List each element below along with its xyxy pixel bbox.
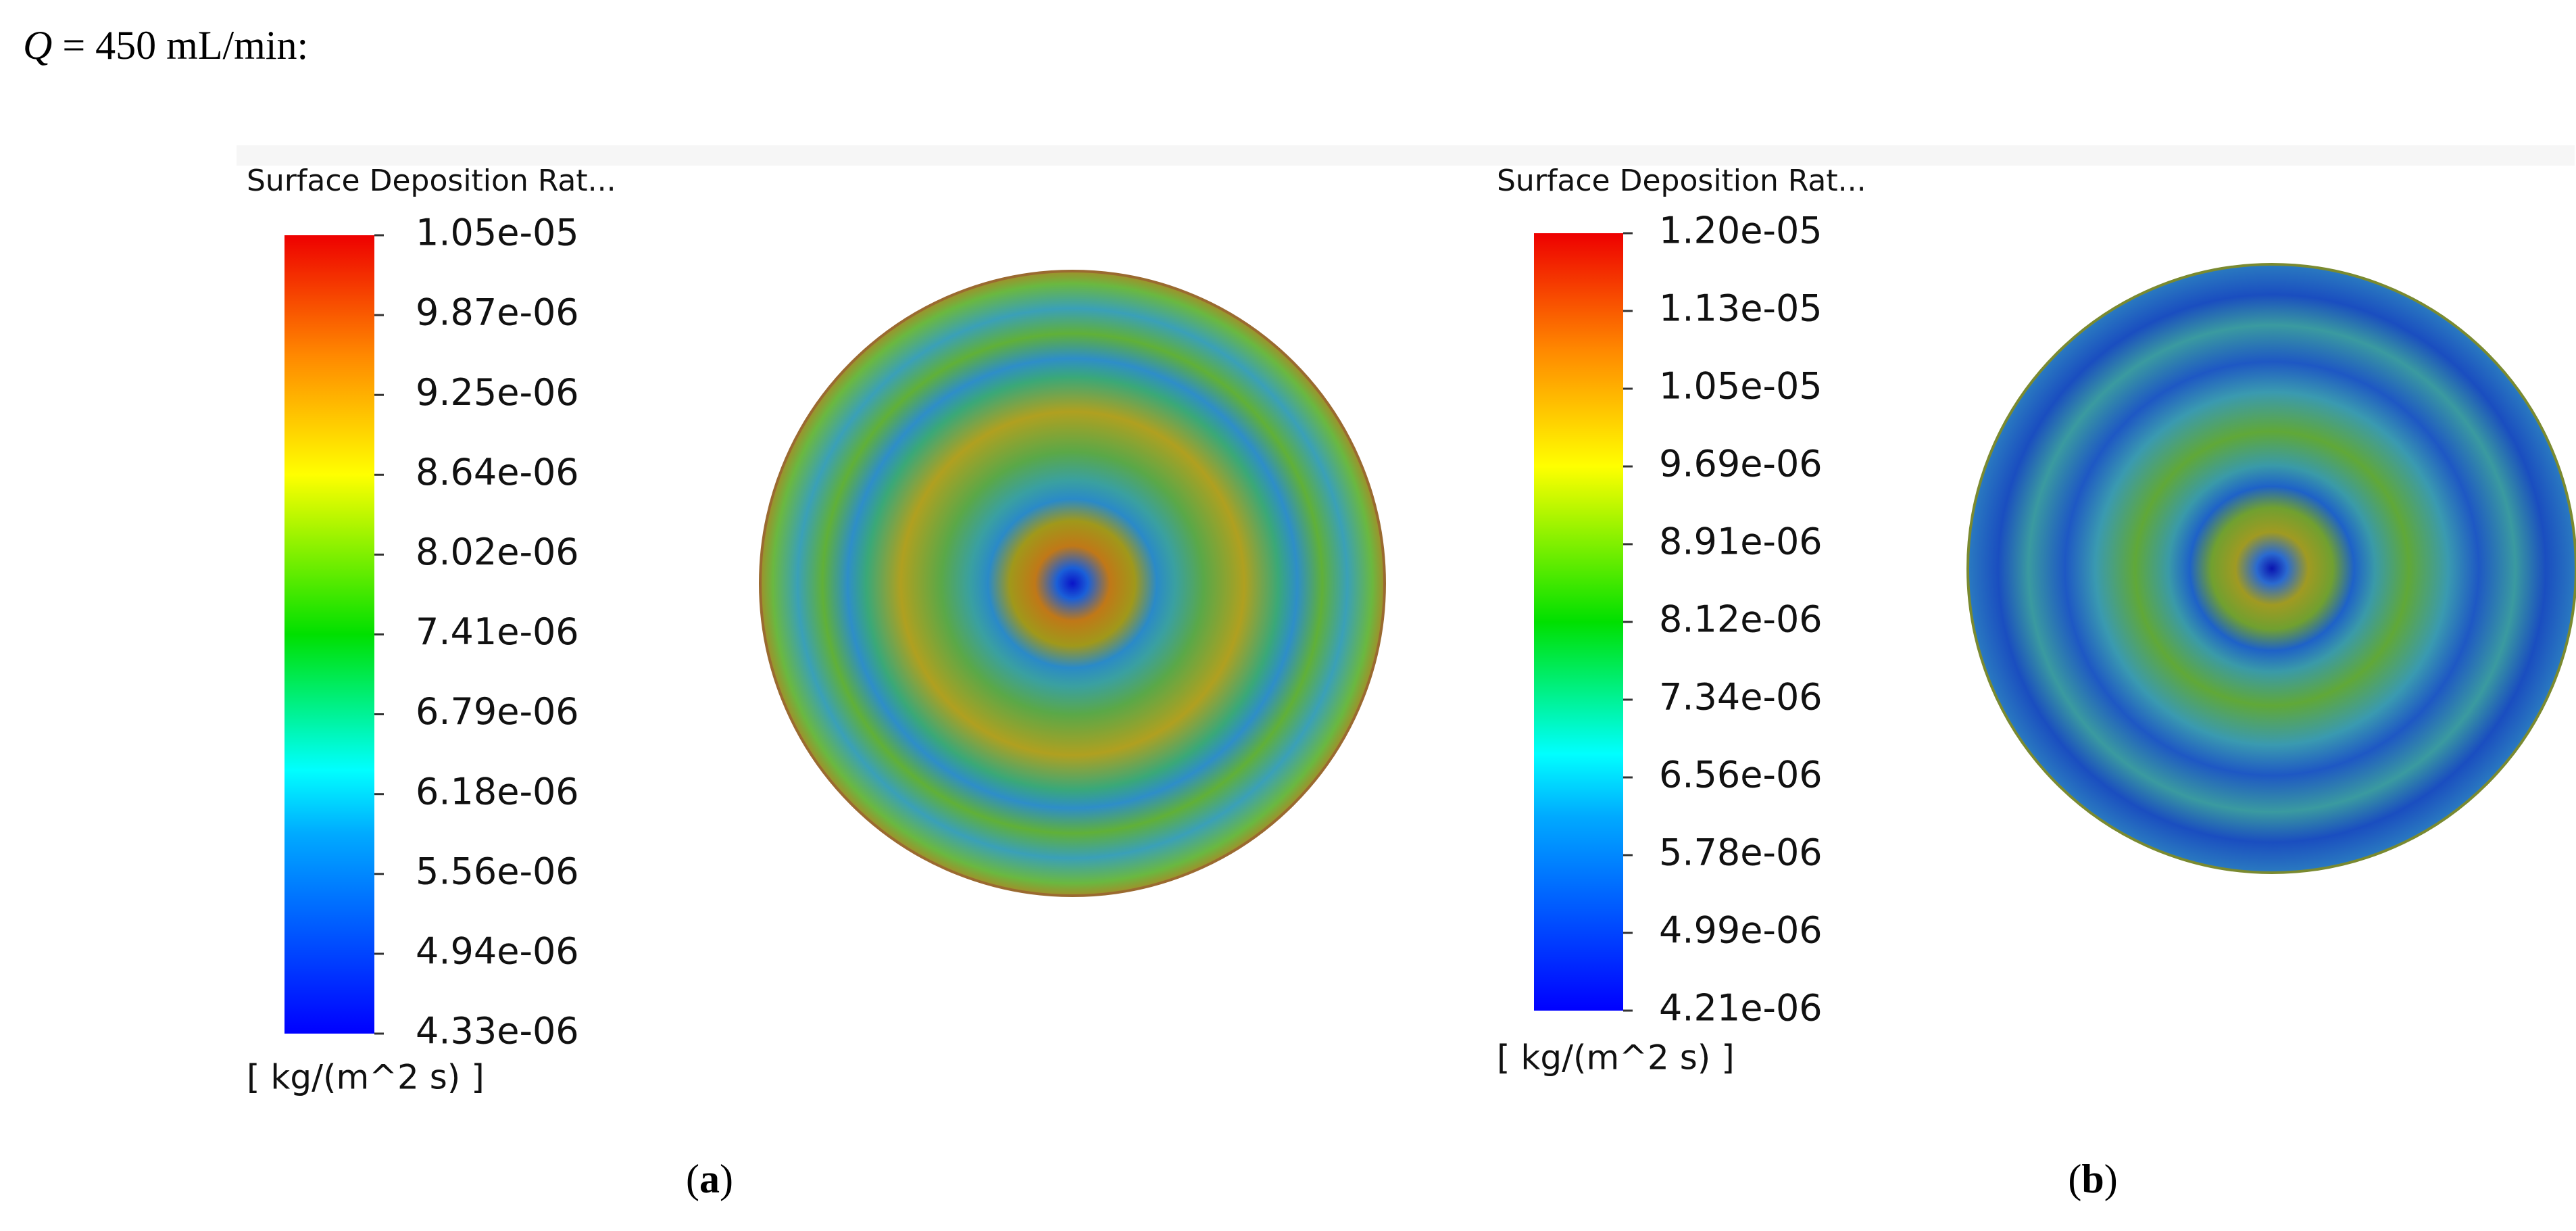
caption-symbol: Q	[23, 23, 52, 68]
colorbar-tick-label: 8.12e-06	[1659, 598, 1823, 641]
contour-disk	[759, 270, 1386, 897]
colorbar-tick-label: 9.25e-06	[416, 371, 579, 414]
colorbar-tick-label: 4.33e-06	[416, 1010, 579, 1053]
colorbar-tick-label: 8.91e-06	[1659, 521, 1823, 563]
panel-label-letter: b	[2081, 1157, 2104, 1201]
colorbar-tick-label: 6.79e-06	[416, 690, 579, 733]
colorbar-title: Surface Deposition Rat...	[247, 164, 616, 198]
colorbar-tick-label: 1.05e-05	[1659, 365, 1823, 408]
panel-label-close: )	[2104, 1157, 2118, 1201]
caption-text: = 450 mL/min:	[62, 23, 308, 68]
colorbar-tick-label: 4.99e-06	[1659, 909, 1823, 952]
colorbar-tick-label: 9.87e-06	[416, 291, 579, 334]
colorbar-unit: [ kg/(m^2 s) ]	[1497, 1038, 1735, 1078]
viewport-strip	[237, 145, 2575, 166]
colorbar-tick-label: 8.02e-06	[416, 531, 579, 573]
colorbar-tick-label: 6.56e-06	[1659, 754, 1823, 796]
colorbar-tick-label: 1.05e-05	[416, 212, 579, 254]
panel-label-close: )	[720, 1157, 733, 1201]
panel-label-letter: a	[699, 1157, 720, 1201]
colorbar-tick-label: 9.69e-06	[1659, 443, 1823, 485]
colorbar-tick-label: 7.41e-06	[416, 610, 579, 653]
panel-label-open: (	[2068, 1157, 2081, 1201]
panel-label: (b)	[2068, 1157, 2117, 1201]
colorbar-unit: [ kg/(m^2 s) ]	[247, 1058, 485, 1097]
colorbar-tick-label: 4.21e-06	[1659, 987, 1823, 1030]
colorbar-title: Surface Deposition Rat...	[1497, 164, 1866, 198]
panel-label-open: (	[686, 1157, 699, 1201]
colorbar-tick-label: 1.20e-05	[1659, 210, 1823, 252]
colorbar-tick-label: 8.64e-06	[416, 451, 579, 493]
colorbar	[1534, 233, 1623, 1011]
colorbar-tick-label: 5.78e-06	[1659, 831, 1823, 874]
colorbar-tick-label: 6.18e-06	[416, 770, 579, 813]
colorbar-tick-label: 7.34e-06	[1659, 676, 1823, 719]
colorbar-tick-label: 4.94e-06	[416, 930, 579, 973]
colorbar-tick-label: 1.13e-05	[1659, 287, 1823, 330]
panel-label: (a)	[686, 1157, 733, 1201]
colorbar	[284, 235, 374, 1034]
contour-disk	[1966, 263, 2576, 874]
caption: Q = 450 mL/min:	[23, 23, 308, 68]
colorbar-tick-label: 5.56e-06	[416, 850, 579, 892]
